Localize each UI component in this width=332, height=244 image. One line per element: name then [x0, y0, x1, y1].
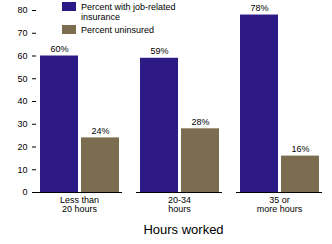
svg-text:Less than20 hours: Less than20 hours: [60, 195, 99, 214]
svg-text:30: 30: [17, 119, 27, 129]
html-text:Percent uninsured: Percent uninsured: [81, 25, 154, 35]
svg-text:70: 70: [17, 28, 27, 38]
svg-text:20-34hours: 20-34hours: [168, 195, 191, 214]
svg-text:40: 40: [17, 96, 27, 106]
svg-text:24%: 24%: [91, 126, 109, 136]
html-text:Percent with job-related insur: Percent with job-related insurance: [81, 2, 176, 22]
svg-text:35 ormore hours: 35 ormore hours: [257, 195, 303, 214]
svg-text:60%: 60%: [50, 44, 68, 54]
html-text:Hours worked: Hours worked: [143, 222, 224, 237]
svg-text:10: 10: [17, 165, 27, 175]
svg-text:59%: 59%: [150, 46, 168, 56]
svg-text:60: 60: [17, 51, 27, 61]
svg-text:28%: 28%: [191, 117, 209, 127]
svg-text:78%: 78%: [250, 3, 268, 13]
svg-text:16%: 16%: [291, 144, 309, 154]
svg-text:80: 80: [17, 5, 27, 15]
svg-text:0: 0: [22, 187, 27, 197]
svg-text:20: 20: [17, 142, 27, 152]
svg-text:50: 50: [17, 74, 27, 84]
